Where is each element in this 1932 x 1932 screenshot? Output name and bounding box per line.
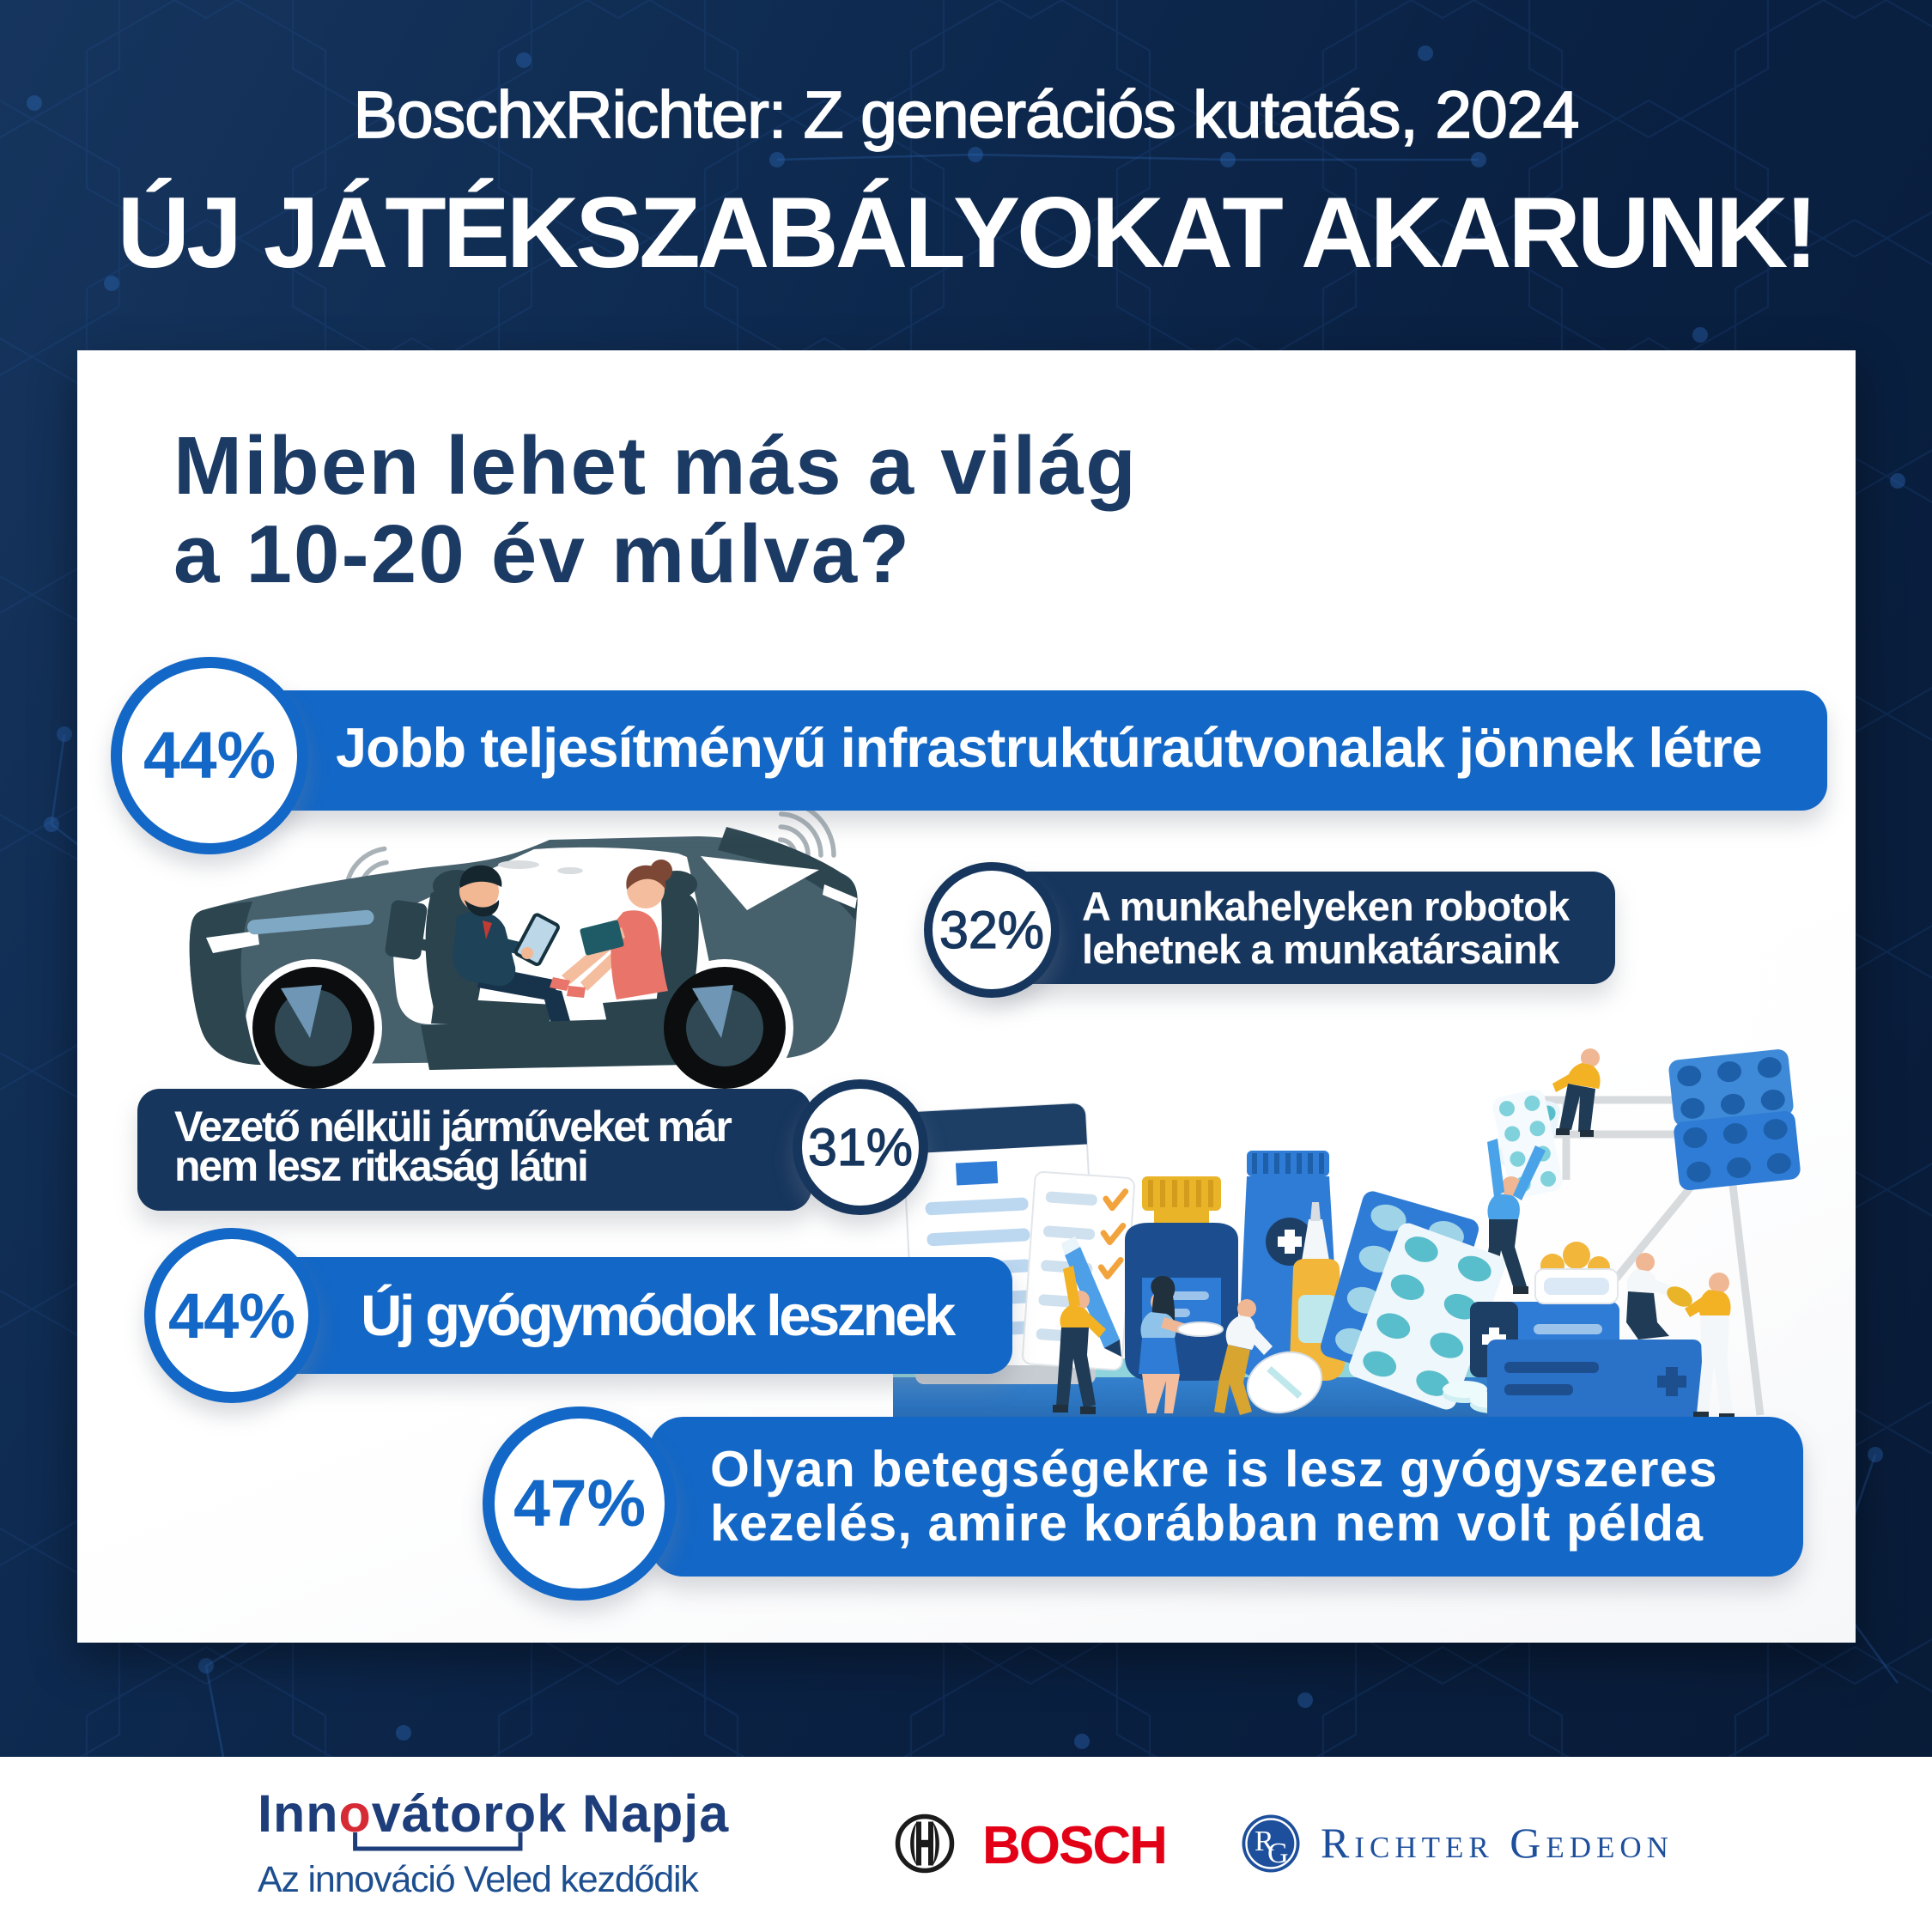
svg-text:R: R bbox=[1255, 1826, 1274, 1857]
svg-text:G: G bbox=[1267, 1838, 1289, 1869]
